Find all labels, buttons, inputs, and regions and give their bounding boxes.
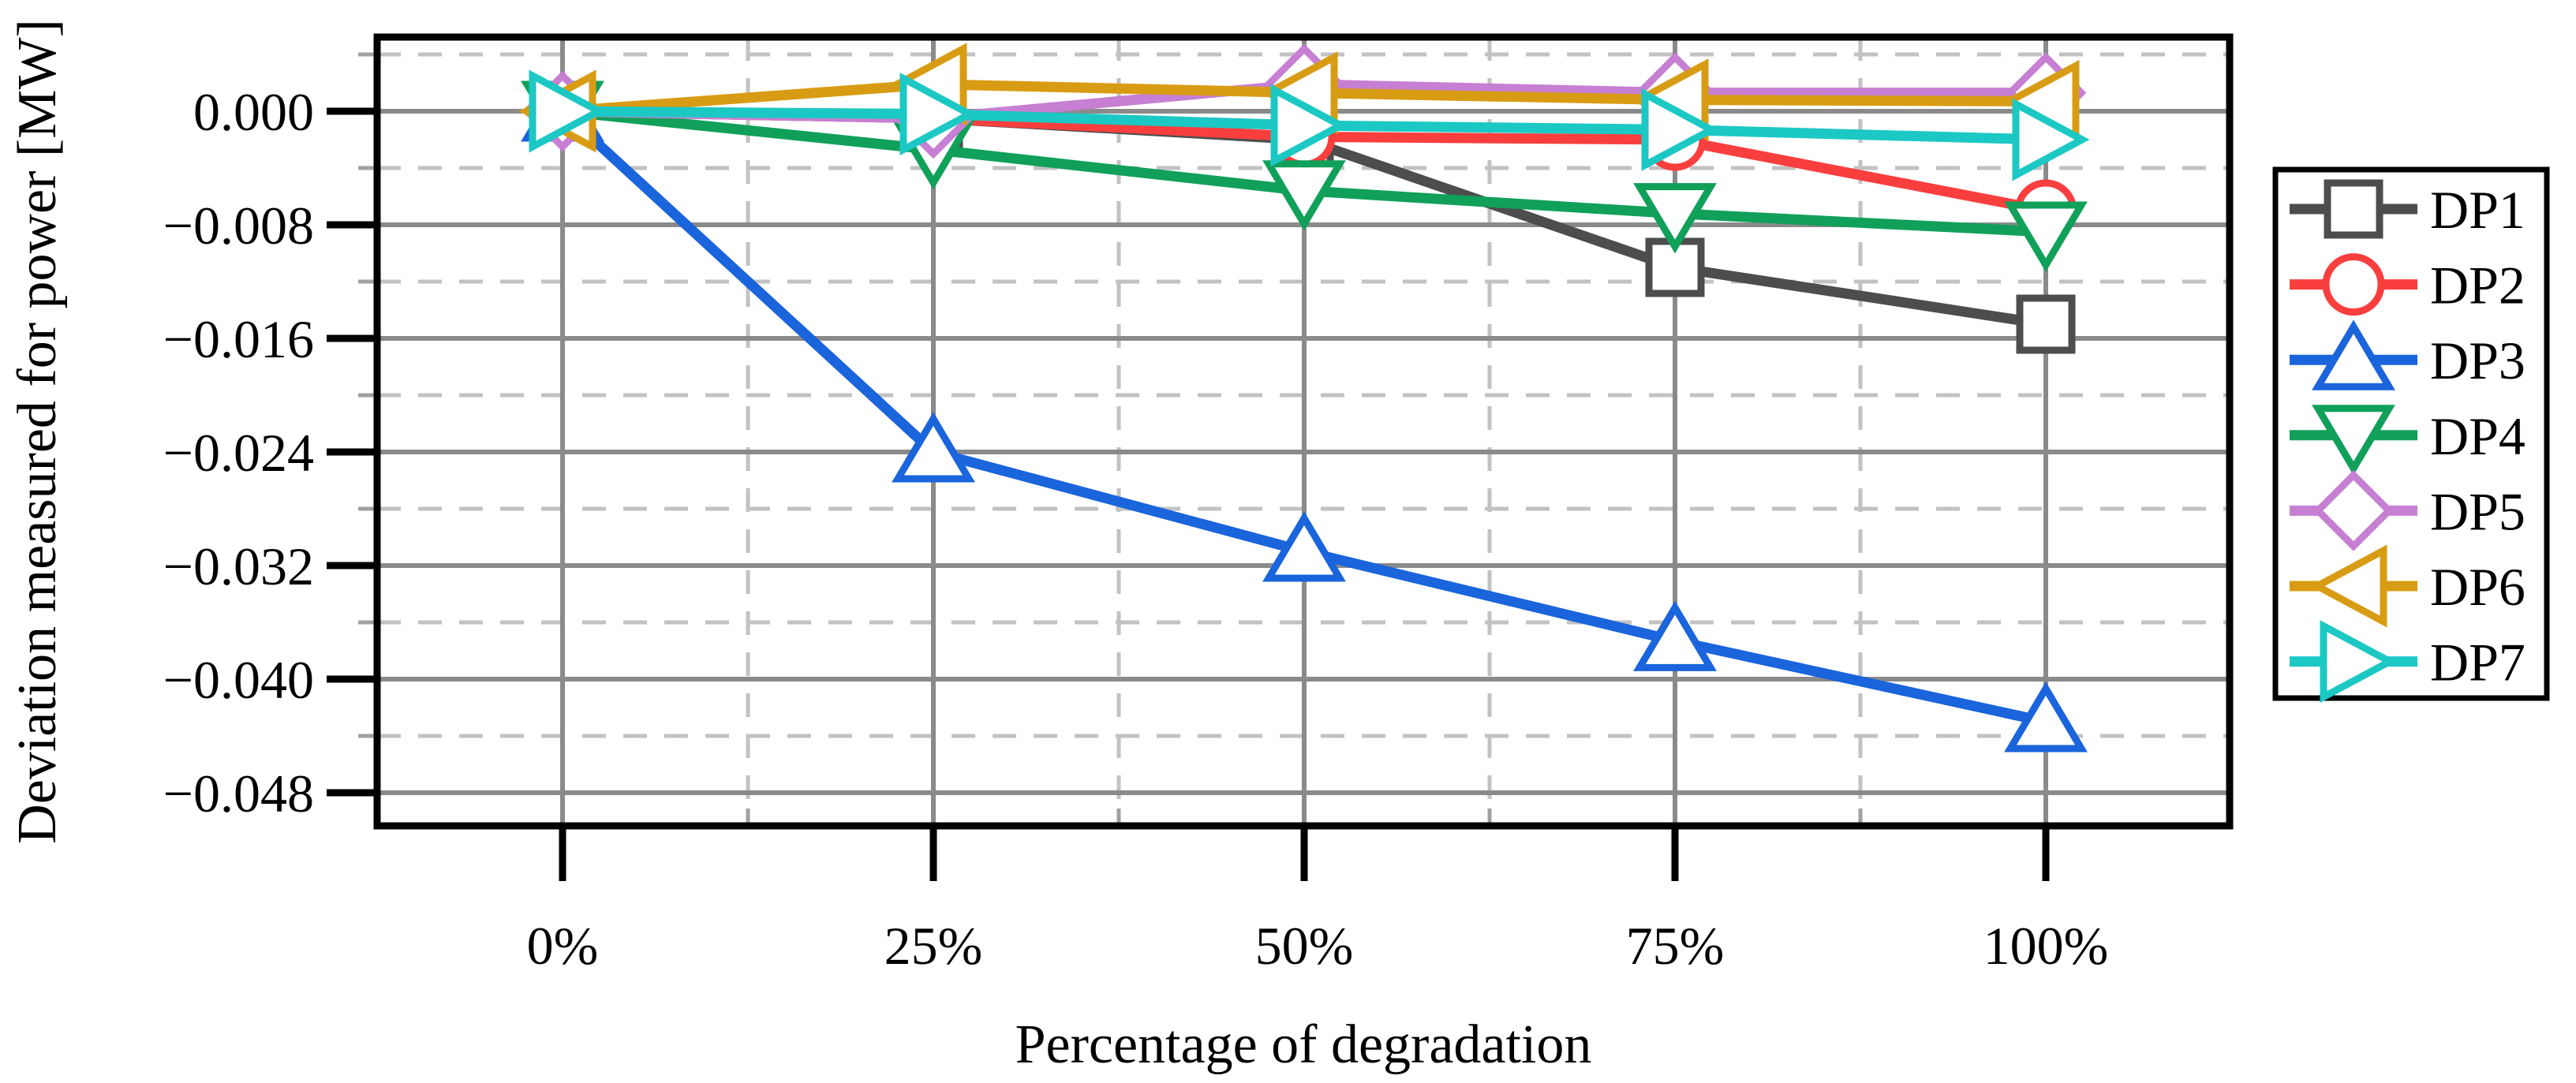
triangle-right-marker-icon xyxy=(1270,84,1348,167)
y-tick-label: −0.048 xyxy=(163,764,314,823)
y-axis-label: Deviation measured for power [MW] xyxy=(7,19,68,844)
series-marker-DP3-75pct xyxy=(1633,600,1717,671)
legend-item-DP1: DP1 xyxy=(2290,179,2526,240)
y-tick-label: 0.000 xyxy=(193,82,314,142)
legend-item-DP7: DP7 xyxy=(2290,620,2526,704)
square-marker-icon xyxy=(2324,179,2383,239)
y-tick-label: −0.040 xyxy=(163,650,314,710)
legend-item-marker-DP5 xyxy=(2312,470,2395,551)
legend-item-DP4: DP4 xyxy=(2290,405,2526,476)
series-marker-DP4-75pct xyxy=(1633,183,1717,254)
series-marker-DP4-50pct xyxy=(1262,160,1346,231)
square-marker-icon xyxy=(1645,237,1705,297)
legend-item-marker-DP3 xyxy=(2312,319,2395,390)
x-tick-label: 50% xyxy=(1255,916,1354,976)
legend-item-DP2: DP2 xyxy=(2290,253,2526,316)
y-tick-label: −0.016 xyxy=(163,309,314,369)
triangle-right-marker-icon xyxy=(1641,88,1719,171)
triangle-down-marker-icon xyxy=(1633,183,1717,254)
x-tick-label: 0% xyxy=(527,916,599,976)
legend-item-DP6: DP6 xyxy=(2290,544,2526,628)
series-marker-DP4-100pct xyxy=(2004,201,2088,272)
series-marker-DP7-50pct xyxy=(1270,84,1348,167)
triangle-right-marker-icon xyxy=(899,73,978,156)
triangle-up-marker-icon xyxy=(2312,319,2395,390)
y-tick-label: −0.032 xyxy=(163,536,314,596)
triangle-down-marker-icon xyxy=(2004,201,2088,272)
plot-border xyxy=(373,33,2234,830)
diamond-marker-icon xyxy=(2312,470,2395,551)
circle-marker-icon xyxy=(2322,253,2385,316)
axis-ticks xyxy=(327,52,2050,881)
legend-item-label-DP7: DP7 xyxy=(2430,633,2526,693)
legend: DP1 DP2 DP3 DP4 DP5 DP6 DP7 xyxy=(2272,166,2550,704)
legend-item-marker-DP2 xyxy=(2322,253,2385,316)
triangle-right-marker-icon xyxy=(2320,620,2398,704)
series-marker-DP3-25pct xyxy=(892,412,975,483)
series-marker-DP3-50pct xyxy=(1262,511,1346,582)
x-tick-label: 100% xyxy=(1983,916,2109,976)
legend-item-marker-DP7 xyxy=(2320,620,2398,704)
series-marker-DP7-0pct xyxy=(529,69,607,153)
triangle-right-marker-icon xyxy=(2012,98,2090,181)
legend-item-label-DP2: DP2 xyxy=(2430,256,2526,316)
legend-item-label-DP6: DP6 xyxy=(2430,557,2526,617)
triangle-right-marker-icon xyxy=(529,69,607,153)
legend-item-label-DP1: DP1 xyxy=(2430,180,2526,240)
triangle-up-marker-icon xyxy=(1633,600,1717,671)
series-marker-DP1-100pct xyxy=(2016,294,2076,354)
series-group xyxy=(518,43,2090,752)
series-marker-DP1-75pct xyxy=(1645,237,1705,297)
tick-labels: 0.000 −0.008 −0.016 −0.024 −0.032 −0.040 −0.04… xyxy=(163,82,2109,976)
series-marker-DP7-75pct xyxy=(1641,88,1719,171)
y-tick-label: −0.024 xyxy=(163,423,314,483)
y-tick-label: −0.008 xyxy=(163,196,314,256)
square-marker-icon xyxy=(2016,294,2076,354)
triangle-up-marker-icon xyxy=(1262,511,1346,582)
legend-item-marker-DP6 xyxy=(2309,544,2387,628)
series-marker-DP7-25pct xyxy=(899,73,978,156)
triangle-up-marker-icon xyxy=(2004,682,2088,752)
x-tick-label: 25% xyxy=(884,916,983,976)
x-axis-label: Percentage of degradation xyxy=(1015,1014,1592,1075)
legend-item-label-DP5: DP5 xyxy=(2430,481,2526,541)
series-marker-DP7-100pct xyxy=(2012,98,2090,181)
legend-item-label-DP3: DP3 xyxy=(2430,331,2526,390)
legend-item-DP5: DP5 xyxy=(2290,470,2526,551)
triangle-left-marker-icon xyxy=(2309,544,2387,628)
legend-item-marker-DP4 xyxy=(2312,405,2395,476)
x-tick-label: 75% xyxy=(1626,916,1725,976)
legend-item-label-DP4: DP4 xyxy=(2430,406,2526,466)
series-marker-DP3-100pct xyxy=(2004,682,2088,752)
legend-item-DP3: DP3 xyxy=(2290,319,2526,390)
triangle-up-marker-icon xyxy=(892,412,975,483)
triangle-down-marker-icon xyxy=(2312,405,2395,476)
legend-item-marker-DP1 xyxy=(2324,179,2383,239)
triangle-down-marker-icon xyxy=(1262,160,1346,231)
